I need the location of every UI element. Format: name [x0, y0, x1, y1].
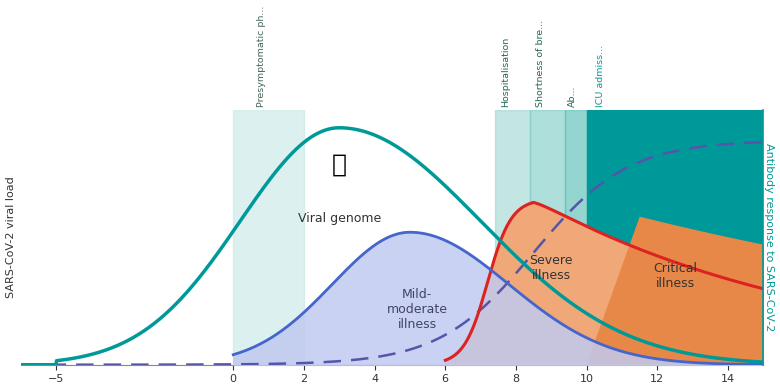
Text: Shortness of bre...: Shortness of bre... [536, 20, 545, 107]
Text: 🦠: 🦠 [332, 152, 346, 176]
Text: Antibody: Antibody [647, 160, 703, 172]
Bar [233, 110, 304, 365]
Y-axis label: SARS-CoV-2 viral load: SARS-CoV-2 viral load [5, 176, 16, 298]
Text: Severe
illness: Severe illness [530, 254, 573, 282]
Text: Hospitalisation: Hospitalisation [501, 37, 510, 107]
Bar [530, 110, 566, 365]
Text: Mild-
moderate
illness: Mild- moderate illness [386, 288, 448, 331]
Text: Viral genome: Viral genome [298, 212, 381, 225]
Text: Presymptomatic ph...: Presymptomatic ph... [257, 6, 266, 107]
Bar [495, 110, 530, 365]
Bar [587, 110, 780, 365]
Text: Critical
illness: Critical illness [653, 262, 697, 289]
Bar [566, 110, 587, 365]
Text: Ab...: Ab... [568, 86, 577, 107]
Text: ICU admiss...: ICU admiss... [596, 45, 605, 107]
Y-axis label: Antibody response to SARS-CoV-2: Antibody response to SARS-CoV-2 [764, 143, 775, 332]
